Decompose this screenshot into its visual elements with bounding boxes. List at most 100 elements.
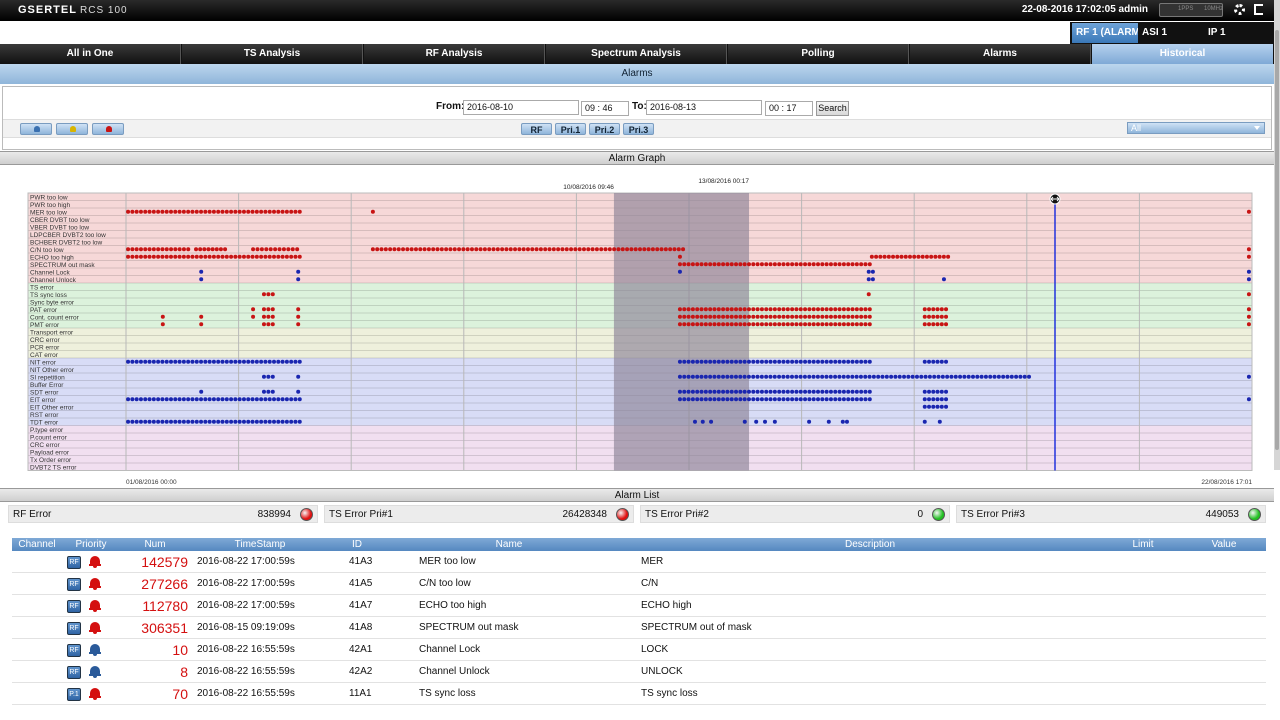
alarm-dot (870, 277, 875, 282)
channel-badge: RF (67, 556, 81, 569)
alarm-level-button[interactable] (92, 123, 124, 135)
search-button[interactable]: Search (816, 101, 849, 116)
alarm-dot (259, 419, 264, 424)
alarm-dot (746, 389, 751, 394)
alarm-dot (854, 397, 859, 402)
alarm-dot (194, 359, 199, 364)
to-time[interactable]: 00 : 17 (765, 101, 813, 116)
alarm-dot (130, 397, 135, 402)
alarm-dot (551, 247, 556, 252)
alarm-dot (790, 307, 795, 312)
nav-tab[interactable]: Spectrum Analysis (546, 44, 727, 64)
alarm-dot (181, 397, 186, 402)
alarm-dot (156, 419, 161, 424)
alarm-dot (927, 322, 932, 327)
alarm-dot (884, 374, 889, 379)
alarm-level-button[interactable] (56, 123, 88, 135)
alarm-dot (173, 247, 178, 252)
alarm-dot (199, 359, 204, 364)
alarm-dot (712, 359, 717, 364)
alarm-dot (383, 247, 388, 252)
alarm-dot (168, 359, 173, 364)
filter-button[interactable]: Pri.3 (623, 123, 654, 135)
input-tab[interactable]: ASI 1 (1138, 23, 1204, 43)
alarm-dot (655, 247, 660, 252)
alarm-dot (922, 419, 927, 424)
filter-button[interactable]: RF (521, 123, 552, 135)
alarm-dot (695, 322, 700, 327)
alarm-dot (267, 254, 272, 259)
filter-button[interactable]: Pri.1 (555, 123, 586, 135)
alarm-dot (844, 419, 849, 424)
alarm-level-button[interactable] (20, 123, 52, 135)
alarm-dot (734, 397, 739, 402)
alarm-dot (194, 209, 199, 214)
alarm-dot (854, 262, 859, 267)
alarm-dot (922, 322, 927, 327)
alarm-description: LOCK (641, 644, 669, 655)
nav-tab[interactable]: All in One (0, 44, 181, 64)
nav-tab[interactable]: Polling (728, 44, 909, 64)
nav-tab[interactable]: Alarms (910, 44, 1091, 64)
input-tab[interactable]: RF 1 (ALARM) (1072, 23, 1143, 43)
to-date[interactable]: 2016-08-13 (646, 100, 762, 115)
alarm-dot (889, 374, 894, 379)
alarm-dot (824, 322, 829, 327)
nav-tab[interactable]: Historical (1092, 44, 1273, 64)
alarm-dot (867, 359, 872, 364)
alarm-dot (211, 209, 216, 214)
from-time[interactable]: 09 : 46 (581, 101, 629, 116)
alarm-dot (837, 314, 842, 319)
nav-tab[interactable]: TS Analysis (182, 44, 363, 64)
alarm-dot (168, 209, 173, 214)
input-tab[interactable]: IP 1 (1204, 23, 1270, 43)
alarm-name: SPECTRUM out mask (419, 622, 519, 633)
alarm-dot (794, 389, 799, 394)
alarm-dot (841, 374, 846, 379)
alarm-dot (996, 374, 1001, 379)
alarm-dot (721, 359, 726, 364)
alarm-dot (695, 397, 700, 402)
alarm-dot (772, 307, 777, 312)
alarm-dot (396, 247, 401, 252)
alarm-dot (820, 397, 825, 402)
alarm-dot (846, 359, 851, 364)
alarm-description: C/N (641, 578, 659, 589)
alarm-num: 70 (172, 686, 188, 702)
bell-body (90, 600, 100, 609)
from-date[interactable]: 2016-08-10 (463, 100, 579, 115)
indicator: 10MHz (1204, 6, 1224, 12)
logout-icon[interactable] (1254, 4, 1263, 15)
alarm-dot (220, 254, 225, 259)
graph-title: Alarm Graph (0, 151, 1274, 165)
alarm-dot (143, 397, 148, 402)
alarm-dot (682, 262, 687, 267)
alarm-dot (772, 314, 777, 319)
alarm-dot (370, 209, 375, 214)
alarm-dot (284, 419, 289, 424)
alarm-dot (922, 404, 927, 409)
alarm-dot (699, 262, 704, 267)
settings-icon[interactable] (1234, 4, 1245, 15)
alarm-dot (1246, 269, 1251, 274)
alarm-dot (297, 254, 302, 259)
row-label: SPECTRUM out mask (30, 262, 95, 269)
alarm-dot (820, 389, 825, 394)
alarm-description: UNLOCK (641, 666, 683, 677)
alarm-dot (759, 374, 764, 379)
row-label: CRC error (30, 337, 60, 344)
alarm-dot (690, 374, 695, 379)
top-bar (0, 0, 1280, 21)
nav-tab[interactable]: RF Analysis (364, 44, 545, 64)
filter-button[interactable]: Pri.2 (589, 123, 620, 135)
bell-body (90, 644, 100, 653)
alarm-dot (207, 209, 212, 214)
alarm-dot (869, 254, 874, 259)
alarm-dot (160, 254, 165, 259)
select[interactable]: All (1127, 122, 1265, 134)
alarm-dot (1246, 254, 1251, 259)
alarm-dot (164, 359, 169, 364)
row-label: Channel Lock (30, 269, 70, 276)
alarm-dot (703, 389, 708, 394)
scrollbar-thumb[interactable] (1275, 30, 1279, 450)
